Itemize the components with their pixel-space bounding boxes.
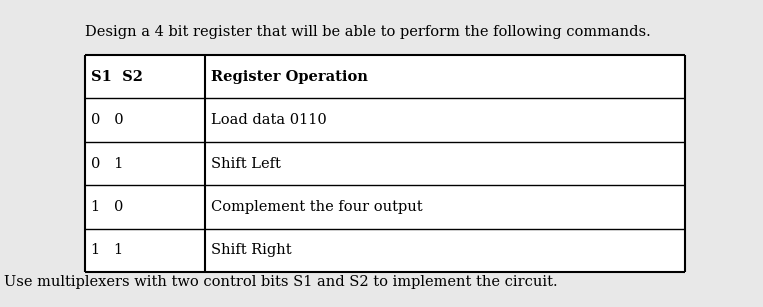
Text: Design a 4 bit register that will be able to perform the following commands.: Design a 4 bit register that will be abl…	[85, 25, 651, 39]
Text: Shift Right: Shift Right	[211, 243, 291, 257]
Text: S1  S2: S1 S2	[91, 70, 143, 84]
Text: Load data 0110: Load data 0110	[211, 113, 327, 127]
Text: Use multiplexers with two control bits S1 and S2 to implement the circuit.: Use multiplexers with two control bits S…	[4, 274, 558, 289]
Text: 0   0: 0 0	[91, 113, 124, 127]
Text: Register Operation: Register Operation	[211, 70, 368, 84]
Text: 0   1: 0 1	[91, 157, 124, 170]
Text: Shift Left: Shift Left	[211, 157, 281, 170]
Text: 1   0: 1 0	[91, 200, 124, 214]
Text: Complement the four output: Complement the four output	[211, 200, 423, 214]
Text: 1   1: 1 1	[91, 243, 124, 257]
